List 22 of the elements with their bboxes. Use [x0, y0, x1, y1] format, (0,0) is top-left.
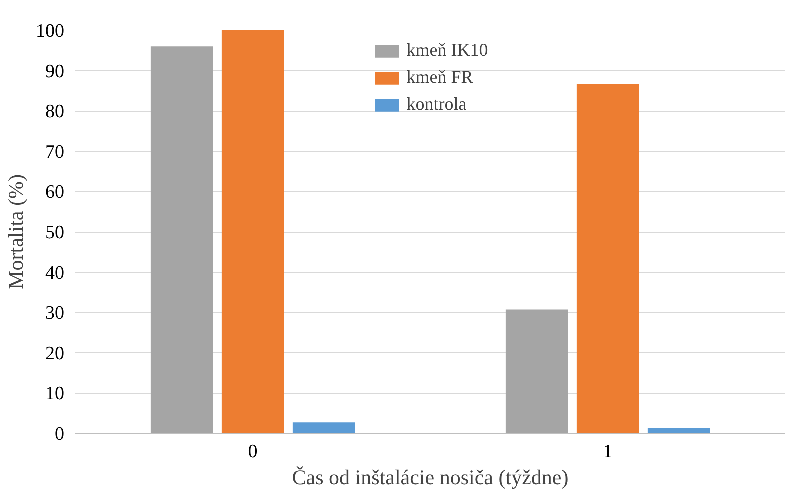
bar	[150, 46, 214, 434]
y-tick-label: 80	[46, 102, 64, 123]
y-axis-title: Mortalita (%)	[4, 174, 28, 290]
x-axis-title: Čas od inštalácie nosiča (týždne)	[292, 466, 569, 490]
y-tick-label: 90	[46, 61, 64, 82]
legend-label: kmeň IK10	[406, 40, 488, 61]
y-tick-label: 0	[55, 424, 64, 445]
legend-label: kontrola	[406, 94, 467, 115]
legend-label: kmeň FR	[406, 67, 474, 88]
bar	[222, 30, 284, 434]
y-tick-label: 10	[46, 384, 64, 405]
y-tick-label: 100	[36, 21, 64, 42]
y-tick-label: 30	[46, 303, 64, 324]
y-tick-label: 60	[46, 182, 64, 204]
y-tick-label: 20	[46, 343, 64, 364]
bar	[576, 84, 640, 434]
y-tick-label: 70	[46, 142, 64, 163]
y-tick-label: 50	[46, 222, 64, 244]
bar	[506, 310, 568, 434]
x-tick-label: 1	[603, 442, 613, 462]
y-tick-label: 40	[46, 262, 64, 284]
bar	[292, 422, 356, 434]
